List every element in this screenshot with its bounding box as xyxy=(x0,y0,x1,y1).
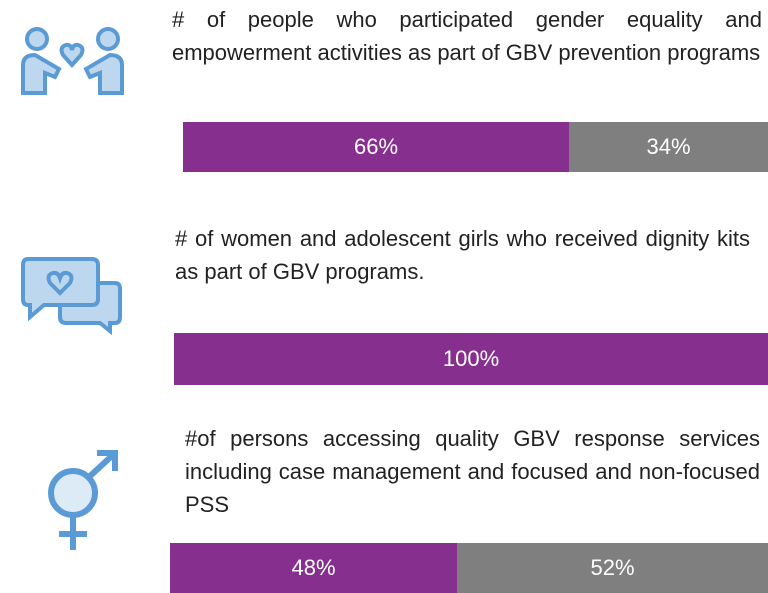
value-label: 100% xyxy=(442,346,500,371)
item-title: #of persons accessing quality GBV respon… xyxy=(185,426,760,517)
gender-icon xyxy=(48,450,118,550)
value-label: 66% xyxy=(354,134,399,159)
item-title: # of women and adolescent girls who rece… xyxy=(175,226,750,284)
bar-segment: 48% xyxy=(170,543,458,593)
chat-icon xyxy=(21,257,122,335)
value-label: 34% xyxy=(646,134,691,159)
bar-segment: 100% xyxy=(174,333,768,385)
value-label: 52% xyxy=(590,555,635,580)
bar-segment: 34% xyxy=(569,122,768,172)
people-icon xyxy=(21,27,124,95)
bar-segment: 66% xyxy=(183,122,570,172)
bar-segment: 52% xyxy=(457,543,768,593)
item-title: # of people who participated gender equa… xyxy=(172,7,762,65)
value-label: 48% xyxy=(291,555,336,580)
